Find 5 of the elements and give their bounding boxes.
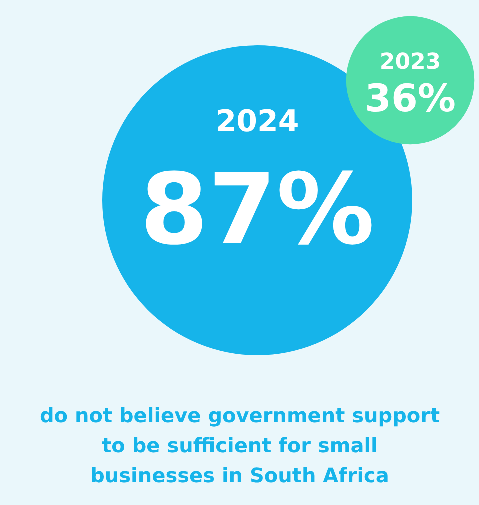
category-label: 2024 <box>216 104 300 140</box>
text: do not believe government support to be sufficient for small businesses in South Africa <box>40 404 440 488</box>
data-label: 87% <box>140 154 375 268</box>
data-label: 36% <box>365 76 456 120</box>
category-label: 2023 <box>380 50 442 75</box>
